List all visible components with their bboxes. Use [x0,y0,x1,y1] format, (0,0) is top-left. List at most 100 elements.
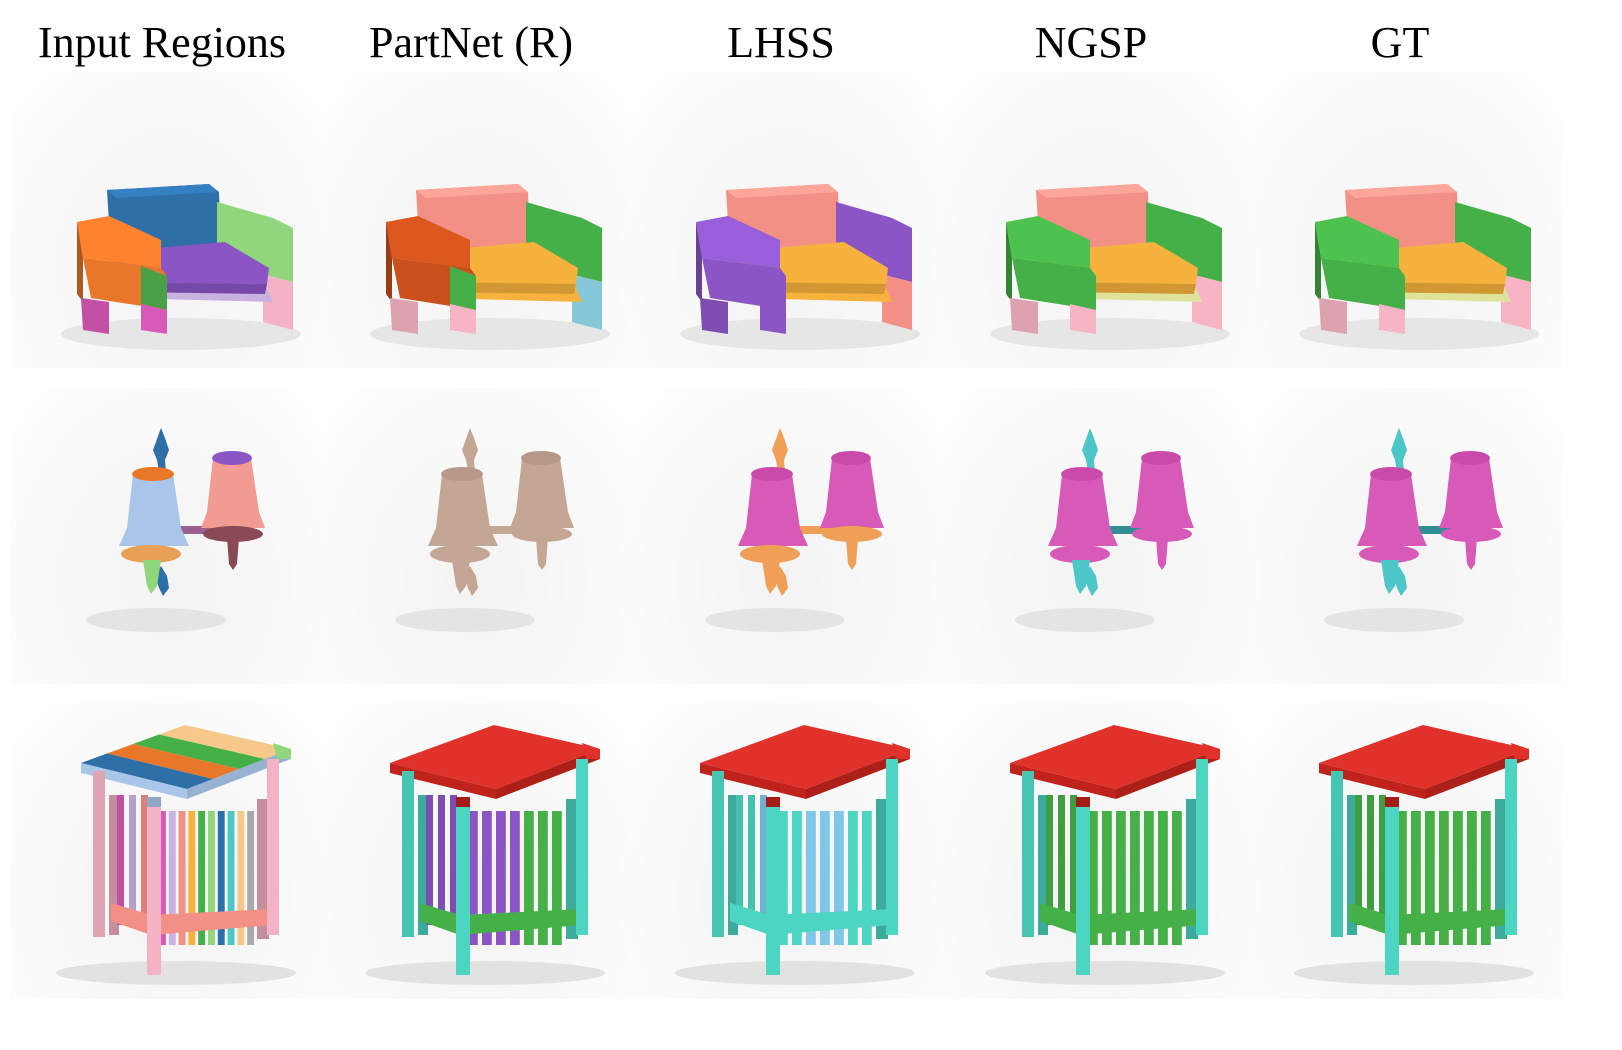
lamp-shade-left [1357,474,1427,546]
chair-leg-left [760,304,786,334]
table-slat [1088,811,1098,945]
table-render-partnet [320,703,634,999]
chair-arm-left-front [1379,266,1405,310]
chair-arm-left-front [1070,266,1096,310]
table-side-slat [129,795,136,925]
lamp-svg [705,428,884,632]
column-title-lhss: LHSS [727,18,835,67]
table-leg-bracket [766,797,780,807]
table-leg-front-right [1196,759,1208,935]
chair-leg-left-back [390,298,418,334]
lamp-shade-left-top [1061,467,1103,481]
table-slat [820,811,830,945]
lamp-cup-right [203,526,263,542]
table-slat [468,811,478,945]
table-side-slat [748,795,755,925]
chair-arm-left-end [77,222,83,302]
lamp-cup-left [121,545,181,563]
chair-arm-left-end [696,222,702,302]
table-slat [188,811,196,945]
lamp-shade-left-top [1370,467,1412,481]
table-top-corner [1202,743,1220,759]
table-slat [848,811,858,945]
table-slat [806,811,816,945]
lamp-arm [1100,526,1156,534]
chair-back-top [726,184,838,198]
table-svg [1294,725,1534,985]
table-leg-back-left [1347,795,1357,935]
table-leg-back-right [1186,799,1198,939]
chair-arm-left-end [1315,222,1321,302]
lamp-cup-right [822,526,882,542]
chair-leg-left [141,304,167,334]
lamp-shade-right-top [1141,451,1181,465]
lamp-drop-right [536,538,548,570]
table-top-band [1010,725,1220,789]
lamp-arm [790,526,846,534]
column-title-ngsp: NGSP [1034,18,1148,67]
column-title-input-regions: Input Regions [37,18,287,67]
table-side-slat [1379,795,1386,925]
lamp-drop-left [1381,560,1399,594]
chair-shadow [680,318,920,350]
lamp-shade-right-top [212,451,252,465]
table-top-corner [892,743,910,759]
table-leg-bracket [1385,797,1399,807]
table-top-edge-front [81,763,187,799]
lamp-drop-right [1465,538,1477,570]
chair-shadow [1299,318,1539,350]
table-leg-back-right [566,799,578,939]
lamp-shade-right-top [831,451,871,465]
table-top-band [107,744,239,779]
lamp-svg [395,428,574,632]
lamp-drop-left [143,560,161,594]
chair-back-top [1345,184,1457,198]
table-side-slat [1070,795,1077,925]
table-top-corner [1511,743,1529,759]
table-leg-front-far-left [712,771,724,937]
table-top-edge-right [1425,749,1529,799]
table-leg-back-left [1038,795,1048,935]
table-slat [538,811,548,945]
table-slat [862,811,872,945]
table-leg-front-right [267,759,279,935]
table-top-edge-front [390,763,496,799]
table-leg-front-far-left [402,771,414,937]
table-leg-front-right [1505,759,1517,935]
table-render-ngsp [940,703,1254,999]
table-slat [1411,811,1421,945]
chair-leg-left-back [1319,298,1347,334]
chair-back-top [1036,184,1148,198]
lamp-arm [171,526,227,534]
lamp-svg [86,428,265,632]
chair-arm-left-top [1315,216,1399,268]
table-slat [1102,811,1112,945]
chair-svg [990,184,1230,350]
column-title-partnet: PartNet (R) [368,18,574,67]
table-svg [56,725,296,985]
lamp-svg [1015,428,1194,632]
chair-arm-left-top [1006,216,1090,268]
table-top-band [390,725,600,789]
lamp-drop-left [1072,560,1090,594]
lamp-cup-right [512,526,572,542]
table-top-corner [582,743,600,759]
table-shadow [1294,961,1534,985]
table-leg-front-far-left [1331,771,1343,937]
table-side-slat [117,795,124,925]
table-slat [1439,811,1449,945]
lamp-shade-left [428,474,498,546]
column-header-row: Input Regions PartNet (R) LHSS NGSP GT [0,8,1622,78]
chair-render-input-regions [11,72,325,368]
chair-back-top [107,184,219,198]
table-leg-bracket [456,797,470,807]
table-slat [552,811,562,945]
lamp-drop-left [452,560,470,594]
lamp-shade-left [1048,474,1118,546]
lamp-shade-left-top [132,467,174,481]
table-top-band [159,725,291,759]
chair-arm-left-top [386,216,470,268]
table-top-corner [273,743,291,759]
table-slat [159,811,166,945]
table-side-slat [1355,795,1362,925]
